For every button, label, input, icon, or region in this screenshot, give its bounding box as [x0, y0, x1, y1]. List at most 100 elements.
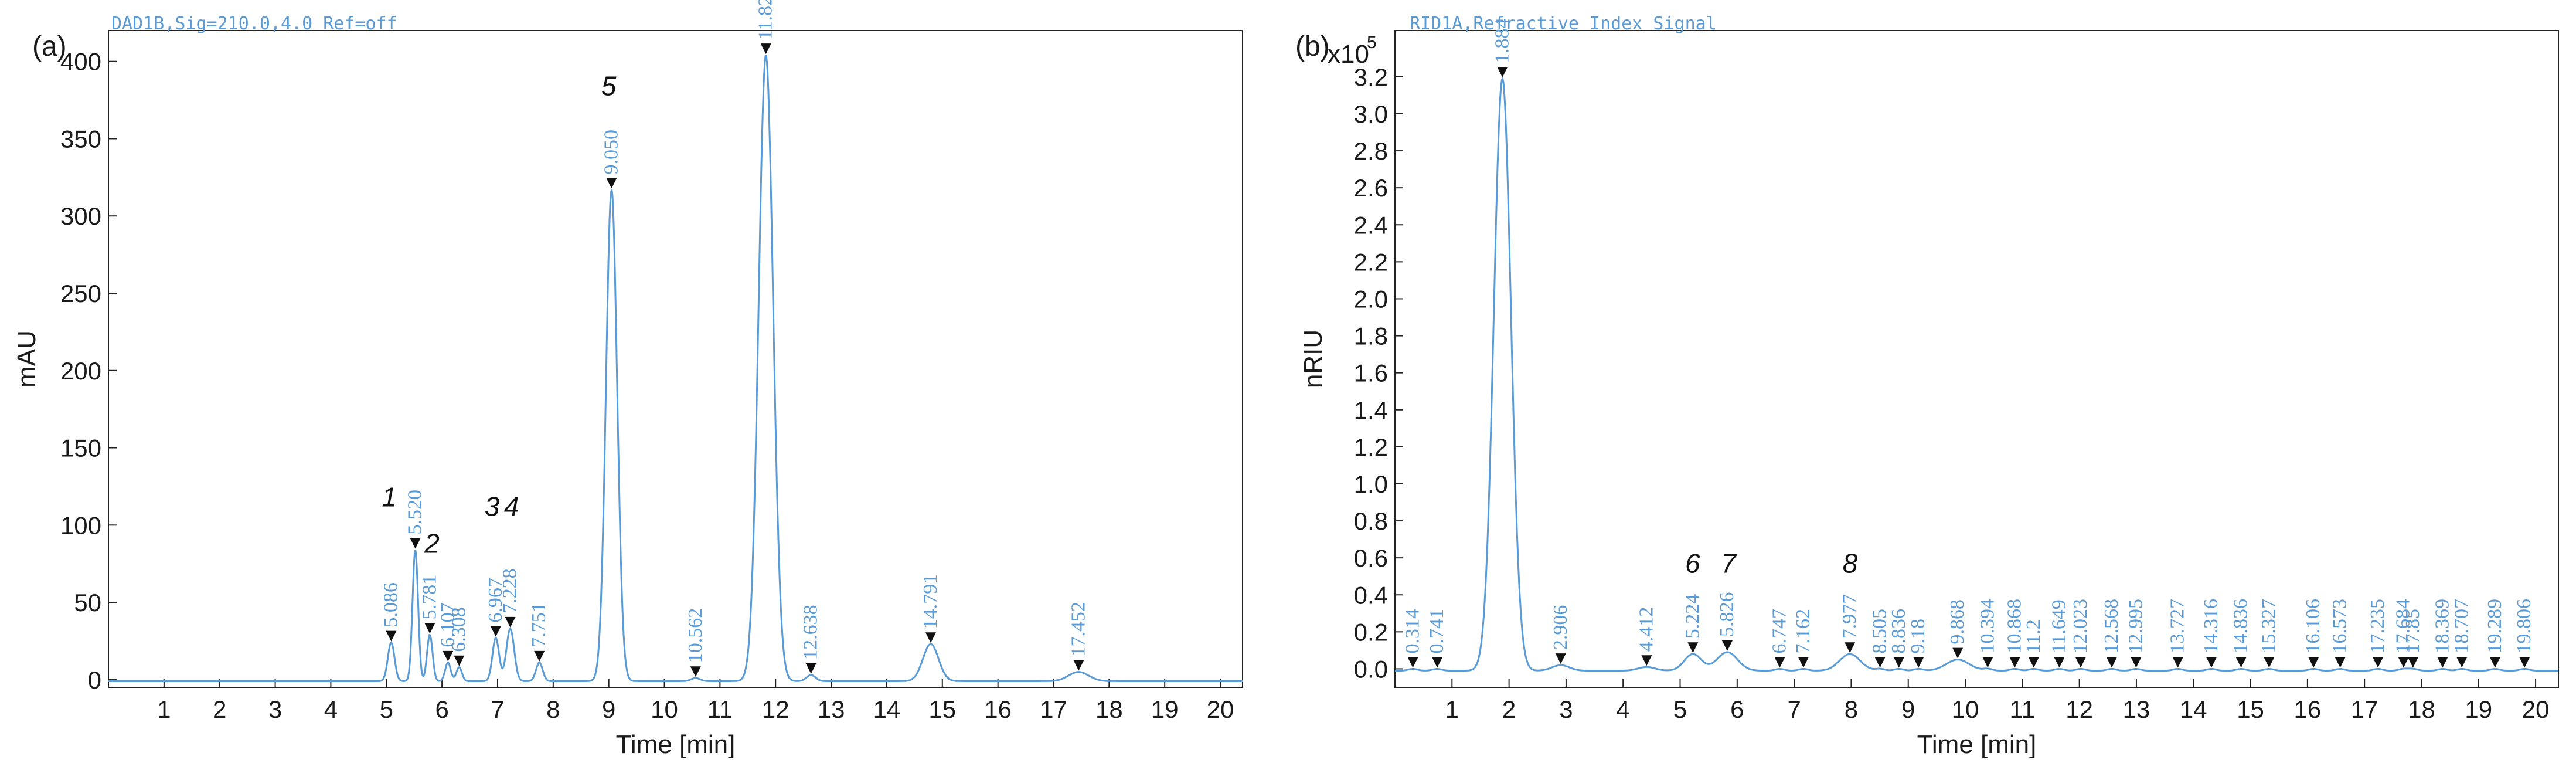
signal-header: DAD1B,Sig=210.0,4.0 Ref=off	[111, 13, 397, 34]
compound-number: 6	[1685, 548, 1700, 578]
peak-retention-label: 13.727	[2167, 599, 2189, 654]
peak-retention-label: 10.394	[1976, 599, 1998, 654]
peak-retention-label: 19.806	[2513, 599, 2535, 654]
y-tick-label: 2.0	[1354, 285, 1388, 313]
x-tick-label: 1	[157, 696, 171, 723]
x-tick-label: 16	[984, 696, 1012, 723]
peak-retention-label: 2.906	[1550, 605, 1571, 650]
peak-marker	[2028, 657, 2039, 668]
y-multiplier-exponent: 5	[1367, 33, 1377, 52]
peak-retention-label: 9.868	[1947, 599, 1968, 645]
peak-marker	[2206, 657, 2217, 668]
y-tick-label: 400	[60, 48, 101, 76]
peak-retention-label: 6.747	[1769, 609, 1791, 654]
x-tick-label: 18	[2408, 696, 2435, 723]
peak-marker	[2106, 657, 2117, 668]
peak-marker	[2407, 657, 2418, 668]
y-tick-label: 0.0	[1354, 655, 1388, 683]
peak-retention-label: 11.826	[755, 0, 777, 40]
peak-marker	[925, 632, 936, 643]
compound-number: 8	[1843, 548, 1858, 578]
peak-marker	[1432, 657, 1443, 668]
peak-marker	[2308, 657, 2319, 668]
signal-trace	[1395, 76, 2558, 672]
panel-label: (b)	[1295, 31, 1330, 62]
y-tick-label: 2.2	[1354, 248, 1388, 276]
y-tick-label: 0.2	[1354, 618, 1388, 646]
x-tick-label: 7	[491, 696, 504, 723]
x-tick-label: 10	[1952, 696, 1979, 723]
peak-retention-label: 10.868	[2003, 599, 2025, 654]
peak-retention-label: 18.707	[2451, 599, 2472, 654]
compound-number: 4	[504, 491, 519, 521]
x-tick-label: 1	[1445, 696, 1459, 723]
x-tick-label: 4	[324, 696, 338, 723]
peak-retention-label: 6.107	[437, 602, 458, 647]
peak-retention-label: 14.836	[2230, 599, 2252, 654]
x-tick-label: 9	[1901, 696, 1915, 723]
peak-retention-label: 9.18	[1907, 619, 1929, 654]
peak-marker	[1798, 657, 1809, 668]
x-tick-label: 6	[435, 696, 448, 723]
x-tick-label: 4	[1617, 696, 1630, 723]
peak-retention-label: 10.562	[685, 608, 706, 663]
peak-retention-label: 14.316	[2200, 599, 2222, 654]
x-tick-label: 12	[762, 696, 790, 723]
peak-retention-label: 11.2	[2023, 619, 2044, 653]
x-tick-label: 2	[1502, 696, 1516, 723]
peak-marker	[1893, 657, 1904, 668]
y-tick-label: 1.8	[1354, 323, 1388, 350]
peak-marker	[1721, 640, 1733, 652]
peak-marker	[534, 650, 545, 662]
peak-retention-label: 17.235	[2367, 599, 2388, 654]
peak-retention-label: 0.741	[1426, 609, 1448, 654]
peak-retention-label: 19.289	[2484, 599, 2506, 654]
peak-retention-label: 5.086	[380, 582, 401, 628]
peak-marker	[805, 663, 816, 674]
peak-marker	[2235, 657, 2247, 668]
x-tick-label: 5	[380, 696, 393, 723]
peak-marker	[2437, 657, 2448, 668]
x-tick-label: 7	[1787, 696, 1801, 723]
peak-retention-label: 8.836	[1888, 609, 1910, 654]
peak-marker	[1913, 657, 1924, 668]
peak-retention-label: 5.224	[1682, 594, 1703, 639]
x-axis-label: Time [min]	[1917, 730, 2037, 759]
peak-retention-label: 7.977	[1839, 594, 1860, 639]
peak-marker	[410, 538, 421, 549]
peak-retention-label: 17.452	[1067, 602, 1089, 657]
peak-marker	[424, 623, 435, 634]
x-tick-label: 6	[1730, 696, 1744, 723]
peak-retention-label: 16.106	[2302, 599, 2324, 654]
peak-marker	[1952, 647, 1964, 659]
y-tick-label: 3.0	[1354, 100, 1388, 128]
x-tick-label: 5	[1673, 696, 1687, 723]
x-tick-label: 20	[1207, 696, 1234, 723]
peak-retention-label: 5.781	[418, 575, 440, 620]
peak-retention-label: 12.995	[2125, 599, 2146, 654]
y-tick-label: 1.2	[1354, 433, 1388, 461]
peak-marker	[1497, 67, 1508, 78]
peak-marker	[2456, 657, 2468, 668]
peak-retention-label: 17.684	[2393, 599, 2414, 654]
peak-marker	[2335, 657, 2346, 668]
x-tick-label: 8	[1845, 696, 1858, 723]
peak-retention-label: 17.85	[2402, 609, 2424, 654]
peak-marker	[2373, 657, 2384, 668]
peak-marker	[606, 178, 617, 189]
x-tick-label: 15	[928, 696, 956, 723]
y-tick-label: 0.4	[1354, 581, 1388, 609]
x-tick-label: 14	[873, 696, 901, 723]
x-tick-label: 3	[1559, 696, 1573, 723]
x-tick-label: 9	[602, 696, 615, 723]
x-tick-label: 19	[1151, 696, 1179, 723]
signal-header: RID1A,Refractive Index Signal	[1410, 13, 1717, 34]
x-tick-label: 18	[1095, 696, 1123, 723]
y-tick-label: 350	[60, 125, 101, 152]
peak-marker	[386, 630, 397, 642]
peak-marker	[2075, 657, 2086, 668]
peak-marker	[690, 666, 701, 677]
y-axis-label: nRIU	[1299, 330, 1328, 388]
y-tick-label: 0	[88, 666, 101, 694]
y-tick-label: 100	[60, 511, 101, 539]
